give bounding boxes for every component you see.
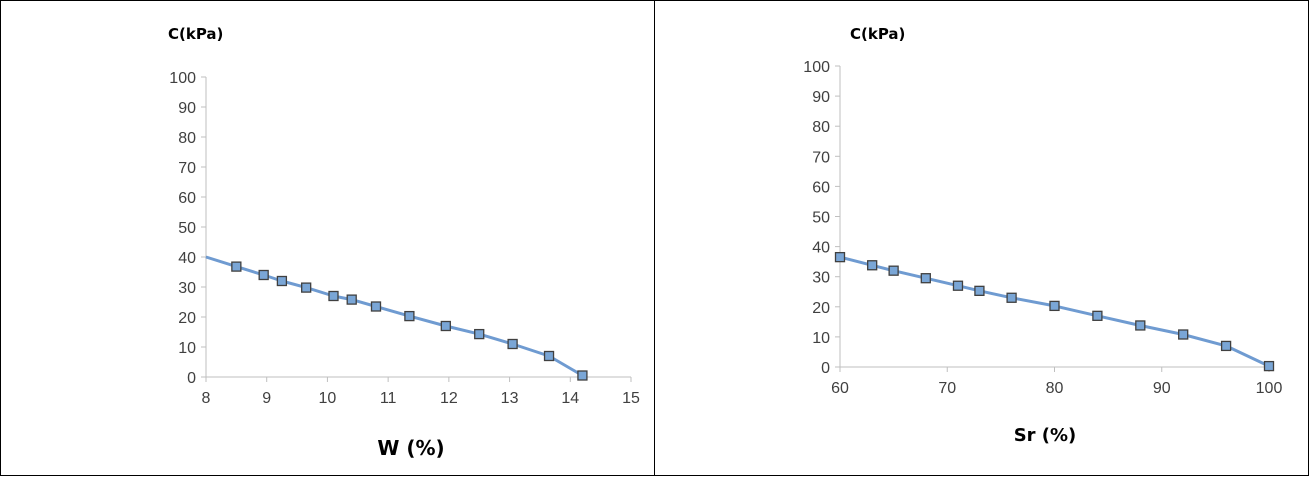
data-point (301, 282, 312, 293)
data-point (1178, 329, 1189, 340)
y-tick-label: 40 (812, 240, 830, 257)
data-point (888, 265, 899, 276)
data-point (440, 320, 451, 332)
y-tick-label: 90 (812, 89, 830, 106)
x-tick-label: 90 (1153, 380, 1171, 397)
data-point (867, 260, 878, 271)
x-tick-label: 14 (561, 390, 579, 407)
data-point (1135, 320, 1146, 331)
x-tick-label: 100 (1256, 380, 1283, 397)
y-tick-label: 60 (812, 179, 830, 196)
x-tick-label: 13 (501, 390, 519, 407)
x-axis-label-left: W (%) (377, 436, 444, 460)
x-tick-label: 60 (831, 380, 849, 397)
x-tick-label: 10 (319, 390, 337, 407)
y-tick-label: 50 (812, 210, 830, 227)
y-tick-label: 40 (178, 250, 196, 267)
y-tick-label: 80 (812, 119, 830, 136)
chart-left: C(kPa) W (%) 0 10 20 30 40 50 60 70 80 90 100 8 9 10 1… (168, 25, 640, 460)
data-point (1049, 300, 1060, 312)
x-tick-label: 12 (440, 390, 458, 407)
data-point (974, 285, 985, 296)
data-point (404, 310, 415, 322)
data-point (577, 370, 588, 381)
data-point (258, 269, 269, 281)
y-tick-label: 100 (803, 59, 830, 76)
chart-panel-left: C(kPa) W (%) 0 10 20 30 40 50 60 70 80 90 100 8 9 10 1… (0, 0, 655, 476)
y-tick-label: 80 (178, 130, 196, 147)
y-tick-label: 10 (812, 330, 830, 347)
x-axis-label-right: Sr (%) (1014, 425, 1077, 446)
y-tick-label: 100 (169, 70, 196, 87)
x-tick-label: 80 (1046, 380, 1064, 397)
y-tick-label: 10 (178, 340, 196, 357)
y-tick-label: 90 (178, 100, 196, 117)
data-point (346, 294, 357, 305)
data-point (1220, 340, 1232, 352)
y-tick-label: 50 (178, 220, 196, 237)
data-point (1092, 310, 1103, 321)
y-tick-label: 0 (821, 360, 830, 377)
data-point (920, 273, 931, 284)
data-line (839, 255, 1270, 368)
y-axis-label-left: C(kPa) (168, 25, 223, 43)
y-tick-label: 20 (812, 300, 830, 317)
data-point (328, 290, 339, 302)
chart-right: C(kPa) Sr (%) 0 10 20 30 40 50 60 70 80 90 100 60 70… (803, 25, 1283, 446)
x-tick-label: 8 (202, 390, 211, 407)
chart-panel-right: C(kPa) Sr (%) 0 10 20 30 40 50 60 70 80 90 100 60 70… (654, 0, 1309, 476)
x-tick-label: 15 (622, 390, 640, 407)
data-point (1263, 360, 1275, 372)
data-point (231, 261, 242, 272)
y-tick-label: 60 (178, 190, 196, 207)
y-tick-label: 70 (812, 149, 830, 166)
y-tick-label: 30 (178, 280, 196, 297)
data-point (370, 301, 382, 312)
x-tick-label: 9 (262, 390, 271, 407)
y-tick-label: 70 (178, 160, 196, 177)
data-point (834, 251, 846, 263)
data-point (543, 350, 555, 362)
data-point (1006, 292, 1017, 303)
y-tick-label: 30 (812, 270, 830, 287)
data-point (474, 328, 485, 340)
x-tick-label: 11 (380, 390, 397, 407)
x-tick-label: 70 (938, 380, 956, 397)
data-point (276, 275, 288, 287)
y-tick-label: 0 (187, 370, 196, 387)
y-tick-label: 20 (178, 310, 196, 327)
y-axis-label-right: C(kPa) (850, 25, 905, 43)
data-point (952, 280, 964, 291)
data-point (507, 338, 518, 350)
